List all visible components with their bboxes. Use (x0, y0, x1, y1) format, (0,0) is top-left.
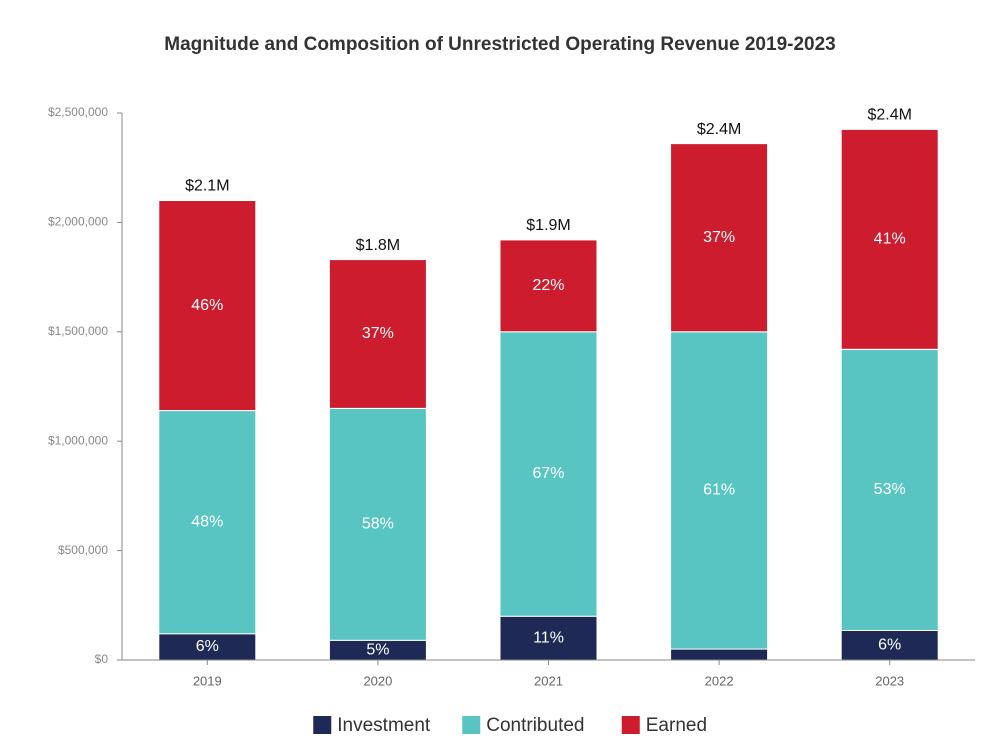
total-label: $2.4M (697, 121, 741, 138)
bar-segment (499, 239, 598, 333)
bar-segment (840, 348, 939, 631)
segment-label: 41% (874, 231, 906, 248)
total-label: $1.8M (356, 237, 400, 254)
segment-label: 11% (533, 629, 564, 646)
y-tick-label: $2,500,000 (48, 105, 108, 119)
chart-title: Magnitude and Composition of Unrestricte… (164, 34, 835, 55)
segment-label: 46% (191, 297, 223, 314)
total-label: $2.4M (867, 107, 911, 124)
x-tick-label: 2022 (705, 673, 734, 688)
y-tick-label: $2,000,000 (48, 215, 108, 229)
y-tick-label: $1,500,000 (48, 324, 108, 338)
x-tick-label: 2021 (534, 673, 563, 688)
total-label: $1.9M (526, 217, 570, 234)
bar-segment (670, 143, 769, 333)
y-tick-label: $1,000,000 (48, 433, 108, 447)
segment-label: 48% (191, 513, 223, 530)
segment-label: 6% (196, 638, 219, 655)
legend-label: Earned (646, 715, 707, 736)
segment-label: 67% (532, 465, 564, 482)
bar-segment (158, 410, 257, 635)
segment-label: 5% (366, 641, 389, 658)
legend-swatch (621, 716, 640, 734)
y-tick-label: $500,000 (58, 543, 108, 557)
bar-segment (328, 259, 427, 409)
bar-segment (670, 648, 769, 661)
x-tick-label: 2020 (363, 673, 392, 688)
segment-label: 6% (878, 636, 901, 653)
y-tick-label: $0 (95, 652, 109, 666)
segment-label: 53% (874, 481, 906, 498)
x-tick-label: 2023 (875, 673, 904, 688)
bar-segment (158, 633, 257, 661)
legend-swatch (462, 716, 481, 734)
x-tick-label: 2019 (193, 673, 222, 688)
bar-segment (670, 331, 769, 650)
bar-segment (840, 128, 939, 350)
total-label: $2.1M (185, 178, 229, 195)
segment-label: 58% (362, 516, 394, 533)
bar-segment (158, 200, 257, 412)
segment-label: 37% (362, 325, 394, 342)
legend-label: Contributed (486, 715, 584, 736)
segment-label: 37% (703, 229, 735, 246)
bar-segment (499, 331, 598, 617)
legend-label: Investment (337, 715, 431, 736)
segment-label: 22% (532, 277, 564, 294)
segment-label: 61% (703, 482, 735, 499)
legend-swatch (313, 716, 332, 734)
